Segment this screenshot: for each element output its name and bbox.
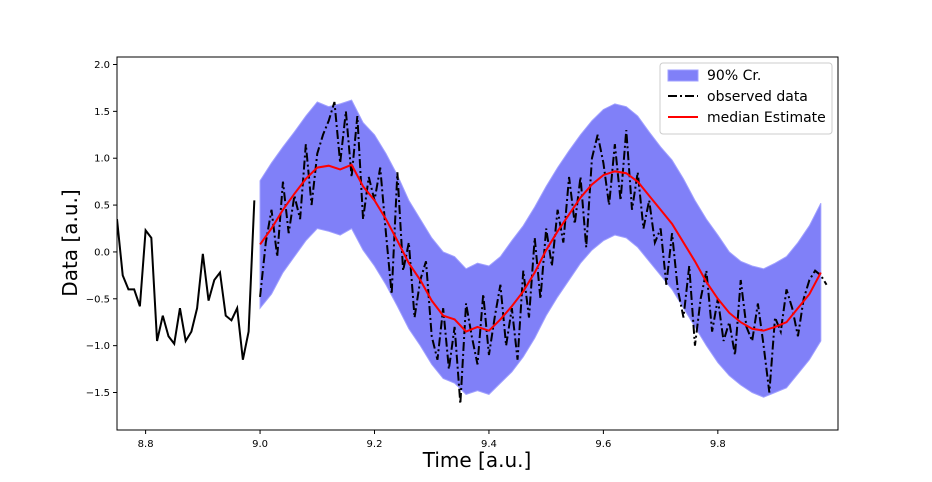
data-line [117,200,256,360]
y-tick-label: −1.0 [86,341,110,352]
y-tick-label: 1.0 [94,154,110,165]
data-line [259,163,822,333]
y-tick-label: −0.5 [86,294,110,305]
credible-band [259,99,822,398]
x-tick-label: 9.4 [481,439,497,450]
legend-label: 90% Cr. [707,68,761,84]
plot-area [117,99,828,404]
axes-frame [116,56,839,431]
y-tick-label: −1.5 [86,388,110,399]
legend-swatch [667,69,699,82]
legend-label: median Estimate [707,110,826,126]
x-axis-label: Time [a.u.] [422,448,532,472]
x-tick-label: 9.6 [595,439,611,450]
x-tick-label: 9.0 [252,439,268,450]
legend-box [659,62,833,135]
y-tick-label: 0.0 [94,247,110,258]
x-tick-label: 9.8 [710,439,726,450]
legend-label: observed data [707,89,808,105]
y-tick-label: 1.5 [94,107,110,118]
x-tick-label: 8.8 [138,439,154,450]
y-tick-label: 2.0 [94,60,110,71]
x-tick-label: 9.2 [367,439,383,450]
y-tick-label: 0.5 [94,201,110,212]
y-axis-label: Data [a.u.] [58,189,82,296]
